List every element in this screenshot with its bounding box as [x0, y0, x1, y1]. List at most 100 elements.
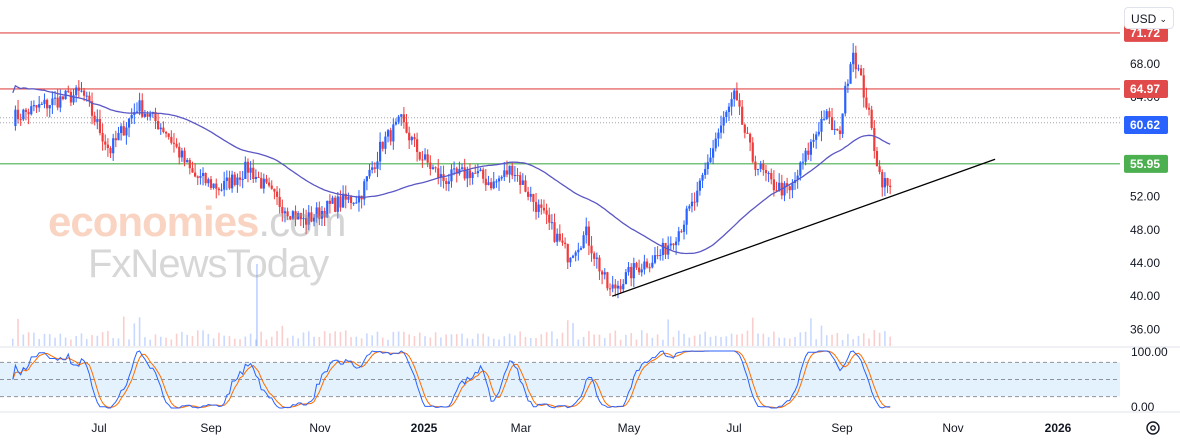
volume-bar: [720, 337, 722, 346]
candle: [841, 113, 844, 138]
candle: [540, 199, 543, 215]
volume-bar: [535, 338, 537, 346]
candle: [772, 170, 775, 197]
volume-bar: [667, 319, 669, 346]
candle: [685, 205, 688, 235]
candle-body: [516, 175, 519, 177]
candle-body: [291, 211, 294, 220]
x-tick-label: May: [618, 421, 641, 435]
candle-body: [56, 97, 59, 108]
candle: [286, 207, 289, 220]
candle: [246, 158, 250, 183]
volume-bar: [651, 337, 654, 346]
volume-bar: [292, 335, 294, 346]
candle: [630, 263, 633, 287]
candle: [741, 100, 744, 125]
candle-body: [727, 106, 731, 113]
candle: [88, 91, 91, 107]
candle: [252, 159, 255, 183]
candle: [14, 105, 17, 131]
candle: [22, 108, 25, 122]
candle-body: [762, 163, 765, 171]
candle: [735, 82, 738, 101]
candle: [291, 210, 294, 220]
volume-bar: [566, 320, 569, 346]
volume-bar: [561, 332, 564, 346]
candle-body: [651, 262, 654, 268]
candle-body: [788, 186, 791, 191]
candle: [450, 164, 453, 188]
candle-body: [334, 197, 337, 212]
candle: [775, 181, 778, 193]
candle-body: [540, 204, 543, 208]
candle-body: [585, 226, 588, 236]
volume-bar: [498, 339, 500, 346]
candle: [577, 242, 580, 261]
candle: [209, 175, 213, 190]
candle: [482, 167, 485, 184]
candle-body: [305, 217, 308, 225]
candle: [373, 162, 376, 174]
volume-bar: [593, 334, 595, 346]
candle-body: [418, 152, 421, 160]
candle-body: [616, 285, 620, 289]
candle-body: [236, 177, 239, 185]
candle-body: [542, 207, 546, 211]
candle-body: [558, 233, 561, 241]
candle-body: [104, 141, 107, 145]
candle: [508, 165, 511, 183]
volume-bar: [503, 336, 506, 346]
candle-body: [172, 142, 176, 144]
candle-body: [820, 118, 823, 132]
candle: [275, 186, 279, 205]
volume-bar: [794, 336, 796, 346]
candle-body: [878, 166, 881, 172]
candle-body: [207, 179, 210, 184]
candle-body: [397, 116, 400, 122]
candle-body: [27, 111, 30, 115]
candle-body: [178, 146, 181, 158]
candle-body: [675, 241, 678, 246]
candle: [188, 157, 191, 175]
candle: [492, 171, 495, 190]
candle-body: [632, 263, 635, 279]
candle: [799, 161, 802, 181]
candle: [363, 178, 366, 206]
candle-body: [268, 182, 271, 186]
candle: [497, 175, 501, 191]
candle: [867, 103, 871, 116]
volume-bar: [572, 323, 574, 346]
candle: [783, 181, 786, 202]
candle: [717, 128, 720, 147]
volume-bar: [630, 333, 632, 346]
candle: [32, 100, 35, 112]
candle: [534, 192, 538, 220]
candle: [854, 45, 857, 79]
candle-body: [170, 136, 173, 143]
candle: [289, 215, 292, 221]
candle-body: [556, 233, 559, 242]
candle-body: [429, 162, 432, 169]
volume-bar: [831, 334, 833, 346]
volume-bar: [397, 331, 400, 346]
candle-body: [265, 178, 268, 183]
candle: [653, 246, 657, 265]
volume-bar: [334, 331, 336, 346]
currency-selector[interactable]: USD ⌄: [1124, 7, 1174, 29]
candle: [852, 43, 855, 73]
gear-icon[interactable]: [1143, 418, 1163, 438]
candle-body: [638, 267, 641, 273]
candle: [315, 202, 318, 223]
candle-body: [817, 131, 820, 135]
candle-body: [30, 106, 33, 115]
candle: [474, 164, 477, 174]
candle-body: [339, 196, 342, 208]
volume-bar: [524, 336, 527, 346]
candle-body: [830, 117, 834, 130]
candle-body: [471, 172, 474, 178]
volume-bar: [709, 336, 712, 346]
candle-body: [648, 267, 651, 269]
candle-body: [437, 168, 440, 178]
candle-body: [548, 214, 551, 223]
